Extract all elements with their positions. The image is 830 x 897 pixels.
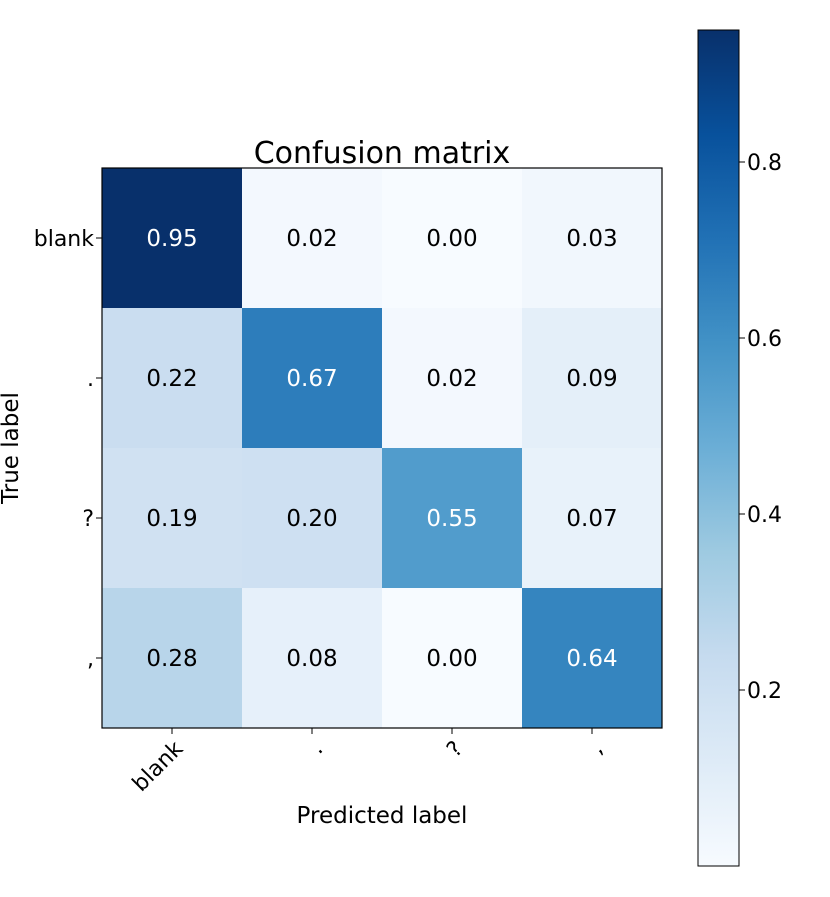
heatmap-cell-r1-c3: [522, 308, 662, 448]
heatmap-value-labels: 0.95 0.02 0.00 0.03 0.22 0.67 0.02 0.09 0.19 0.20…: [146, 226, 617, 672]
x-tick-label-1: .: [306, 737, 329, 760]
heatmap-cell-r1-c1: [242, 308, 382, 448]
plot-frame: [101, 167, 663, 729]
colorbar: [697, 29, 740, 867]
heatmap-value-r2-c0: 0.19: [146, 506, 197, 532]
heatmap-value-r0-c2: 0.00: [426, 226, 477, 252]
colorbar-tick-label-2: 0.6: [747, 327, 782, 352]
heatmap-cell-r3-c1: [242, 588, 382, 728]
chart-title: Confusion matrix: [254, 136, 511, 171]
heatmap-value-r1-c2: 0.02: [426, 366, 477, 392]
heatmap-value-r3-c0: 0.28: [146, 646, 197, 672]
x-tick-label-2: ?: [442, 737, 468, 763]
heatmap-cell-r3-c3: [522, 588, 662, 728]
heatmap-value-r1-c3: 0.09: [566, 366, 617, 392]
y-axis: blank.?,: [34, 227, 102, 672]
y-tick-label-0: blank: [34, 227, 95, 252]
x-tick-label-3: ,: [586, 737, 609, 760]
heatmap-cells: [102, 168, 662, 728]
heatmap-value-r0-c0: 0.95: [146, 226, 197, 252]
heatmap-cell-r0-c2: [382, 168, 522, 308]
colorbar-tick-label-1: 0.4: [747, 503, 782, 528]
heatmap-value-r0-c3: 0.03: [566, 226, 617, 252]
y-axis-label: True label: [0, 392, 24, 505]
x-tick-label-0: blank: [128, 736, 188, 796]
y-tick-label-3: ,: [87, 647, 94, 672]
heatmap-cell-r0-c1: [242, 168, 382, 308]
x-axis: blank.?,: [128, 728, 608, 797]
y-tick-label-2: ?: [82, 507, 94, 532]
heatmap-cell-r2-c3: [522, 448, 662, 588]
heatmap-value-r2-c3: 0.07: [566, 506, 617, 532]
x-axis-label: Predicted label: [297, 803, 468, 829]
y-tick-label-1: .: [87, 367, 94, 392]
heatmap-cell-r0-c3: [522, 168, 662, 308]
heatmap-cell-r3-c0: [102, 588, 242, 728]
heatmap-cell-r2-c1: [242, 448, 382, 588]
heatmap-value-r1-c1: 0.67: [286, 366, 337, 392]
colorbar-tick-label-0: 0.2: [747, 679, 782, 704]
heatmap-value-r1-c0: 0.22: [146, 366, 197, 392]
colorbar-ticks: 0.2 0.4 0.6 0.8: [739, 151, 782, 704]
heatmap-value-r3-c3: 0.64: [566, 646, 617, 672]
heatmap-value-r0-c1: 0.02: [286, 226, 337, 252]
heatmap-cell-r2-c0: [102, 448, 242, 588]
heatmap-cell-r1-c0: [102, 308, 242, 448]
heatmap-cell-r1-c2: [382, 308, 522, 448]
colorbar-tick-label-3: 0.8: [747, 151, 782, 176]
heatmap-cell-r3-c2: [382, 588, 522, 728]
heatmap-cell-r0-c0: [102, 168, 242, 308]
heatmap-value-r2-c2: 0.55: [426, 506, 477, 532]
heatmap-value-r2-c1: 0.20: [286, 506, 337, 532]
heatmap-cell-r2-c2: [382, 448, 522, 588]
heatmap-value-r3-c2: 0.00: [426, 646, 477, 672]
heatmap-value-r3-c1: 0.08: [286, 646, 337, 672]
